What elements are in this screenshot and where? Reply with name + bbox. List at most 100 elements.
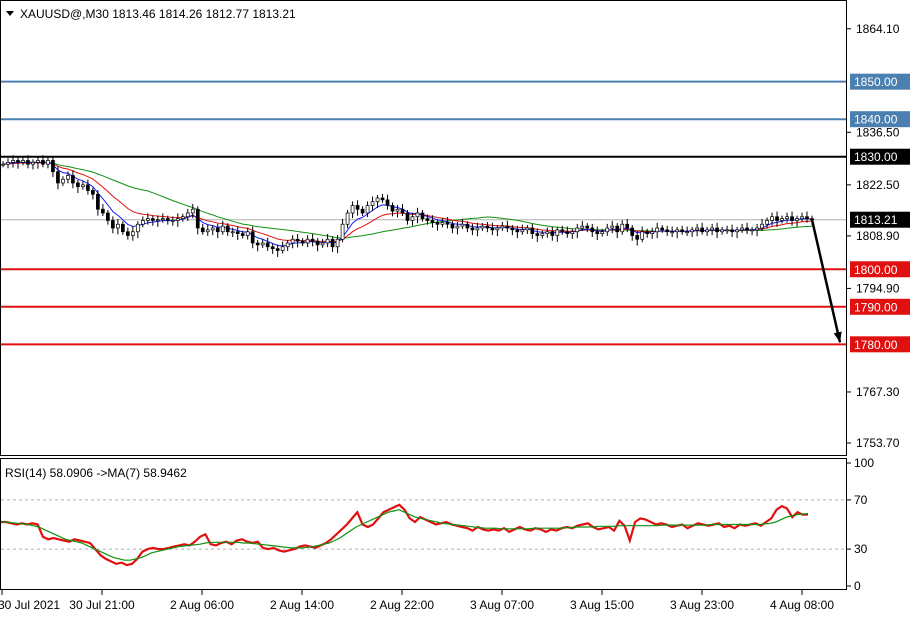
time-tick-label: 30 Jul 2021 (0, 598, 60, 612)
rsi-plot (1, 499, 846, 567)
candle-body (795, 218, 799, 221)
candle-body (215, 227, 220, 233)
level-label-box (850, 148, 910, 165)
current-price-box (850, 211, 910, 228)
candle-body (555, 229, 560, 236)
candle-body (435, 222, 440, 225)
candle-body (395, 208, 400, 212)
candle-body (310, 238, 315, 242)
candle-body (495, 227, 500, 231)
candle-body (410, 216, 415, 221)
candle-body (260, 242, 265, 246)
candle-body (635, 235, 640, 240)
candle-body (625, 223, 630, 229)
candle-body (510, 227, 515, 231)
candle-body (86, 184, 90, 191)
candle-body (340, 223, 345, 240)
candle-body (365, 205, 370, 214)
candle-body (101, 208, 105, 214)
candle-body (235, 231, 240, 234)
candle-body (565, 231, 570, 234)
candle-body (530, 227, 535, 234)
candle-body (585, 225, 590, 229)
candle-body (190, 208, 195, 214)
time-tick-label: 4 Aug 08:00 (770, 598, 834, 612)
candle-body (16, 160, 20, 163)
level-label-box (850, 298, 910, 315)
time-tick-label: 3 Aug 07:00 (470, 598, 534, 612)
price-plot (1, 80, 846, 346)
collapse-triangle-icon[interactable] (6, 11, 14, 16)
candle-body (116, 223, 120, 229)
candle-body (130, 231, 135, 236)
candle-body (685, 231, 690, 234)
time-tick-label: 3 Aug 15:00 (570, 598, 634, 612)
candle-body (775, 216, 779, 221)
candle-body (140, 220, 145, 225)
level-label: 1840.00 (854, 113, 898, 127)
rsi-header: RSI(14) 58.0906 ->MA(7) 58.9462 (5, 466, 187, 480)
candle-body (500, 225, 505, 229)
candle-body (31, 161, 35, 165)
candle-body (200, 227, 205, 233)
candle-body (505, 225, 510, 229)
price-tick-label: 1808.90 (856, 229, 900, 243)
price-tick-label: 1767.30 (856, 385, 900, 399)
candle-body (26, 160, 30, 165)
time-tick-label: 2 Aug 06:00 (170, 598, 234, 612)
candle-body (695, 227, 699, 231)
rsi-tick-label: 30 (854, 542, 868, 556)
candle-body (46, 160, 50, 165)
candle-body (650, 231, 655, 234)
candle-body (735, 229, 739, 233)
time-tick-label: 30 Jul 21:00 (69, 598, 135, 612)
rsi-line (1, 503, 809, 567)
candle-body (1, 163, 5, 166)
candle-body (385, 199, 390, 206)
candle-body (325, 238, 330, 244)
candle-body (106, 212, 110, 221)
candle-body (205, 229, 210, 233)
candle-body (280, 246, 285, 251)
rsi-tick-label: 100 (854, 456, 874, 470)
current-price-label: 1813.21 (854, 213, 898, 227)
candle-body (420, 212, 425, 219)
candle-body (320, 242, 325, 246)
candle-body (165, 218, 170, 221)
level-label-box (850, 336, 910, 353)
candle-body (265, 242, 270, 248)
candle-body (290, 238, 295, 244)
candle-body (210, 227, 215, 231)
candle-body (275, 248, 280, 251)
candle-body (690, 229, 694, 233)
candle-body (705, 229, 709, 233)
candle-body (51, 160, 55, 173)
candle-body (180, 216, 185, 219)
candle-body (725, 229, 729, 232)
candle-body (6, 161, 10, 165)
candle-body (615, 225, 620, 233)
candle-body (770, 216, 774, 221)
level-label-box (850, 261, 910, 278)
candle-body (400, 208, 405, 214)
candle-body (800, 216, 804, 219)
candle-body (121, 223, 125, 233)
candle-body (300, 240, 305, 244)
candle-body (415, 212, 420, 218)
candle-body (680, 229, 685, 233)
rsi-ma-line (1, 509, 809, 561)
candle-body (380, 197, 385, 201)
candle-body (36, 160, 40, 163)
level-label: 1780.00 (854, 338, 898, 352)
level-label: 1790.00 (854, 300, 898, 314)
candle-body (285, 242, 290, 248)
candle-body (600, 231, 605, 234)
candle-body (81, 184, 85, 188)
candle-body (700, 227, 704, 233)
price-tick-label: 1753.70 (856, 436, 900, 450)
level-label-box (850, 111, 910, 128)
candle-body (21, 160, 25, 163)
candle-body (111, 220, 115, 229)
candle-body (470, 227, 475, 231)
forecast-arrow-head-icon (833, 331, 842, 343)
